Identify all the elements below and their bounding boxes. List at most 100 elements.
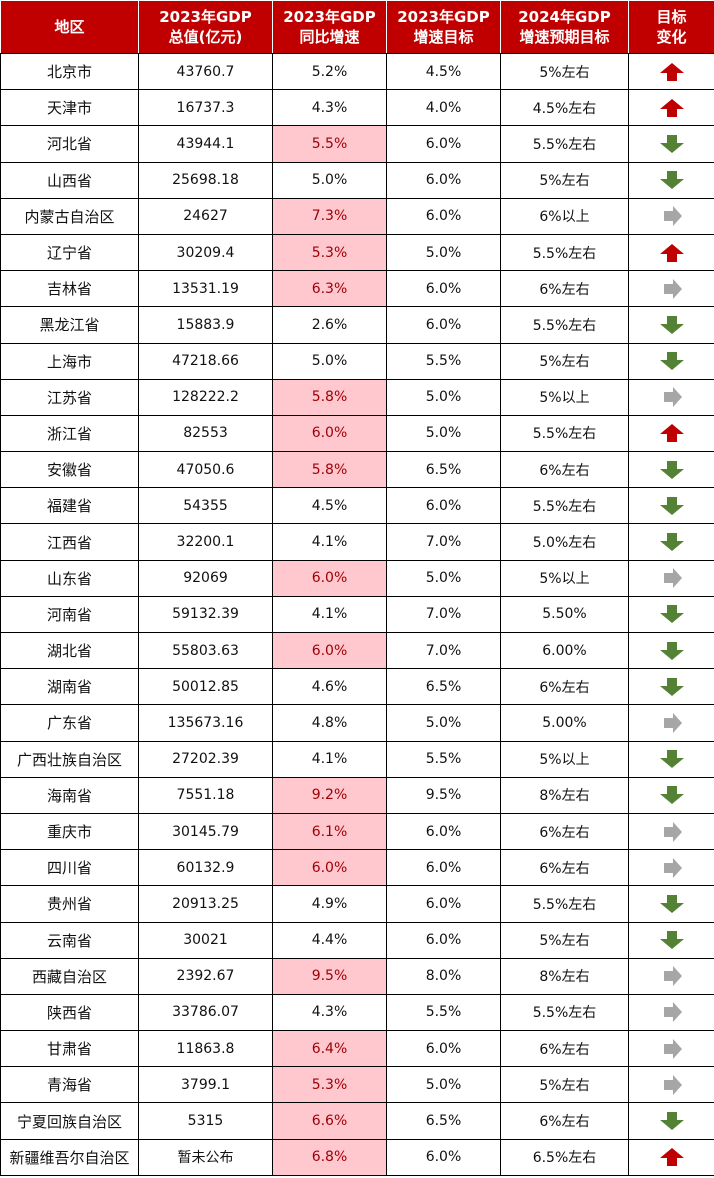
gdp-total-cell: 2392.67 — [138, 957, 273, 995]
target-2024-cell: 5.5%左右 — [500, 993, 629, 1032]
region-cell: 陕西省 — [0, 993, 139, 1032]
header-target-change-line2: 变化 — [656, 28, 687, 46]
gdp-growth-cell: 6.0% — [272, 559, 387, 597]
target-2024-cell: 5%左右 — [500, 1066, 629, 1104]
arrow-down-icon — [658, 169, 686, 191]
region-cell: 山西省 — [0, 161, 139, 199]
region-cell: 海南省 — [0, 776, 139, 814]
table-row: 河南省 59132.39 4.1% 7.0% 5.50% — [0, 595, 714, 634]
table-row: 江西省 32200.1 4.1% 7.0% 5.0%左右 — [0, 523, 714, 561]
arrow-down-icon — [658, 531, 686, 553]
target-change-cell — [628, 233, 714, 272]
gdp-total-cell: 50012.85 — [138, 668, 273, 706]
target-change-cell — [628, 523, 714, 561]
target-2023-cell: 6.0% — [386, 306, 501, 344]
target-2024-cell: 8%左右 — [500, 957, 629, 995]
arrow-down-icon — [658, 929, 686, 951]
target-2023-cell: 5.0% — [386, 378, 501, 416]
region-cell: 广西壮族自治区 — [0, 740, 139, 778]
target-change-cell — [628, 812, 714, 851]
target-2023-cell: 5.5% — [386, 993, 501, 1032]
target-2024-cell: 6%左右 — [500, 668, 629, 706]
gdp-growth-cell: 6.0% — [272, 849, 387, 887]
gdp-growth-cell: 4.3% — [272, 89, 387, 127]
target-2024-cell: 5.50% — [500, 595, 629, 634]
target-2024-cell: 5.5%左右 — [500, 414, 629, 453]
region-cell: 湖南省 — [0, 668, 139, 706]
table-row: 广西壮族自治区 27202.39 4.1% 5.5% 5%以上 — [0, 740, 714, 778]
target-2024-cell: 5%左右 — [500, 921, 629, 959]
table-row: 广东省 135673.16 4.8% 5.0% 5.00% — [0, 704, 714, 742]
region-cell: 山东省 — [0, 559, 139, 597]
gdp-growth-cell: 4.4% — [272, 921, 387, 959]
table-row: 海南省 7551.18 9.2% 9.5% 8%左右 — [0, 776, 714, 814]
target-2023-cell: 5.0% — [386, 414, 501, 453]
gdp-total-cell: 82553 — [138, 414, 273, 453]
gdp-growth-cell: 5.0% — [272, 342, 387, 380]
header-region: 地区 — [0, 0, 139, 54]
target-change-cell — [628, 740, 714, 778]
region-cell: 河北省 — [0, 125, 139, 163]
region-cell: 天津市 — [0, 89, 139, 127]
target-change-cell — [628, 668, 714, 706]
target-2024-cell: 5.5%左右 — [500, 233, 629, 272]
target-2023-cell: 6.0% — [386, 885, 501, 923]
arrow-right-icon — [658, 1074, 686, 1096]
target-2023-cell: 6.5% — [386, 1102, 501, 1140]
region-cell: 宁夏回族自治区 — [0, 1102, 139, 1140]
gdp-growth-cell: 6.1% — [272, 812, 387, 851]
target-2024-cell: 6%左右 — [500, 812, 629, 851]
header-target-2023-line2: 增速目标 — [413, 28, 474, 46]
region-cell: 甘肃省 — [0, 1030, 139, 1068]
target-2023-cell: 6.0% — [386, 849, 501, 887]
target-2023-cell: 5.5% — [386, 740, 501, 778]
table-row: 贵州省 20913.25 4.9% 6.0% 5.5%左右 — [0, 885, 714, 923]
header-target-change: 目标 变化 — [628, 0, 714, 54]
target-2024-cell: 5.00% — [500, 704, 629, 742]
table-header-row: 地区 2023年GDP 总值(亿元) 2023年GDP 同比增速 2023年GD… — [0, 0, 714, 54]
region-cell: 重庆市 — [0, 812, 139, 851]
arrow-up-icon — [658, 242, 686, 264]
gdp-total-cell: 11863.8 — [138, 1030, 273, 1068]
region-cell: 云南省 — [0, 921, 139, 959]
arrow-right-icon — [658, 712, 686, 734]
target-2024-cell: 6%左右 — [500, 1030, 629, 1068]
arrow-down-icon — [658, 784, 686, 806]
gdp-total-cell: 33786.07 — [138, 993, 273, 1032]
header-target-2024: 2024年GDP 增速预期目标 — [500, 0, 629, 54]
gdp-total-cell: 16737.3 — [138, 89, 273, 127]
arrow-right-icon — [658, 857, 686, 879]
gdp-growth-cell: 6.0% — [272, 414, 387, 453]
table-row: 北京市 43760.7 5.2% 4.5% 5%左右 — [0, 52, 714, 91]
target-2023-cell: 7.0% — [386, 595, 501, 634]
gdp-total-cell: 30021 — [138, 921, 273, 959]
arrow-right-icon — [658, 1001, 686, 1023]
target-change-cell — [628, 1102, 714, 1140]
table-row: 重庆市 30145.79 6.1% 6.0% 6%左右 — [0, 812, 714, 851]
gdp-total-cell: 43944.1 — [138, 125, 273, 163]
target-2023-cell: 5.0% — [386, 233, 501, 272]
header-target-2024-line2: 增速预期目标 — [519, 28, 610, 46]
gdp-total-cell: 20913.25 — [138, 885, 273, 923]
target-2024-cell: 5.0%左右 — [500, 523, 629, 561]
table-row: 河北省 43944.1 5.5% 6.0% 5.5%左右 — [0, 125, 714, 163]
target-2023-cell: 7.0% — [386, 631, 501, 670]
region-cell: 江西省 — [0, 523, 139, 561]
target-2024-cell: 5.5%左右 — [500, 487, 629, 525]
header-gdp-total: 2023年GDP 总值(亿元) — [138, 0, 273, 54]
gdp-growth-cell: 6.3% — [272, 270, 387, 308]
header-target-2023-line1: 2023年GDP — [397, 8, 490, 26]
region-cell: 吉林省 — [0, 270, 139, 308]
target-2024-cell: 5%以上 — [500, 740, 629, 778]
table-row: 陕西省 33786.07 4.3% 5.5% 5.5%左右 — [0, 993, 714, 1032]
header-gdp-growth-line2: 同比增速 — [299, 28, 360, 46]
gdp-total-cell: 暂未公布 — [138, 1138, 273, 1176]
gdp-growth-cell: 5.2% — [272, 52, 387, 91]
gdp-growth-cell: 4.1% — [272, 523, 387, 561]
gdp-growth-cell: 5.8% — [272, 378, 387, 416]
table-row: 湖南省 50012.85 4.6% 6.5% 6%左右 — [0, 668, 714, 706]
gdp-total-cell: 30209.4 — [138, 233, 273, 272]
target-2023-cell: 5.0% — [386, 704, 501, 742]
target-2024-cell: 6.00% — [500, 631, 629, 670]
